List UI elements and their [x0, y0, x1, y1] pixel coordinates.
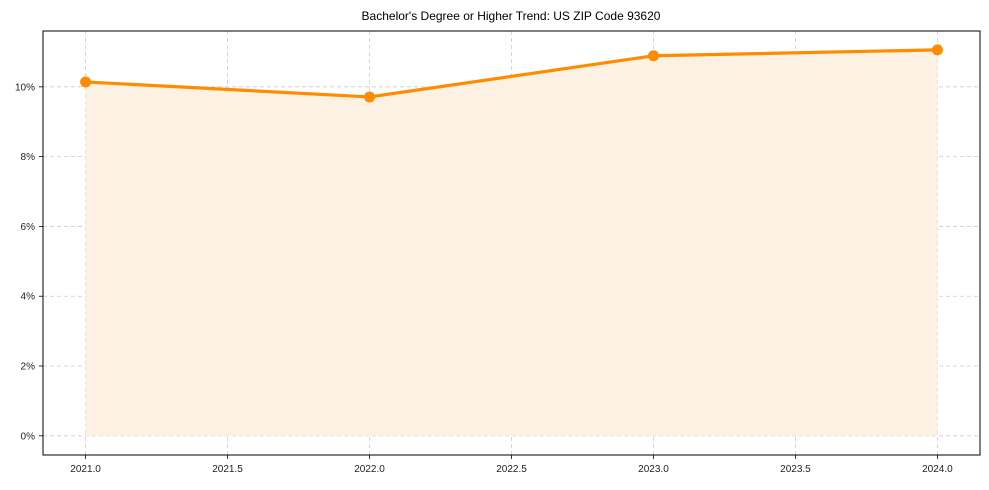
- y-tick-label: 6%: [21, 222, 36, 233]
- x-tick-label: 2023.5: [780, 464, 811, 475]
- y-tick-label: 4%: [21, 292, 36, 303]
- y-tick-label: 8%: [21, 152, 36, 163]
- x-tick-label: 2022.0: [354, 464, 385, 475]
- x-axis: 2021.0 2021.5 2022.0 2022.5 2023.0 2023.5 2024…: [70, 455, 953, 475]
- data-line: [85, 48, 938, 99]
- data-point-marker: [647, 50, 659, 62]
- x-tick-label: 2024.0: [922, 464, 953, 475]
- y-tick-label: 2%: [21, 362, 36, 373]
- x-tick-label: 2021.0: [70, 464, 101, 475]
- y-tick-label: 0%: [21, 431, 36, 442]
- y-axis: 0% 2% 4% 6% 8% 10%: [15, 82, 43, 442]
- data-point-marker: [931, 44, 943, 56]
- data-point-marker: [364, 91, 376, 103]
- x-tick-label: 2023.0: [638, 464, 669, 475]
- data-point-marker: [80, 76, 92, 88]
- x-tick-label: 2021.5: [212, 464, 243, 475]
- x-tick-label: 2022.5: [496, 464, 527, 475]
- y-tick-label: 10%: [15, 82, 35, 93]
- area-fill: [85, 49, 938, 436]
- data-points: [80, 44, 943, 103]
- chart-title: Bachelor's Degree or Higher Trend: US ZI…: [362, 9, 661, 23]
